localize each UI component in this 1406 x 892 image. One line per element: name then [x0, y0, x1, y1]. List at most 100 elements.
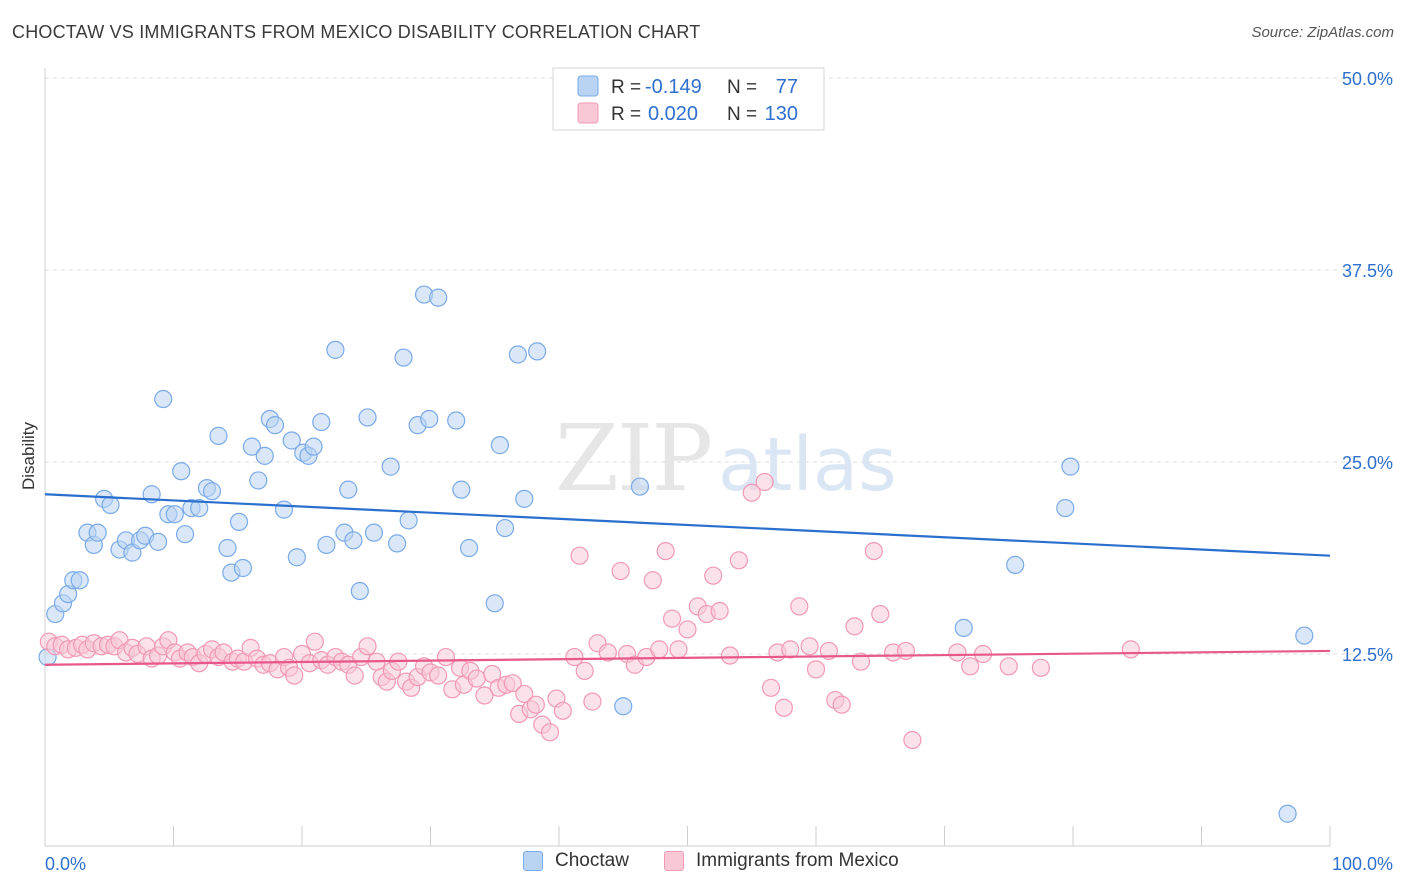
point-choctaw — [233, 558, 252, 578]
point-immigrants-from-mexico — [345, 666, 364, 685]
watermark-zip: ZIP — [555, 405, 711, 512]
point-immigrants-from-mexico — [669, 640, 688, 659]
point-choctaw — [1295, 626, 1314, 645]
point-choctaw — [339, 480, 358, 499]
point-choctaw — [255, 446, 274, 465]
point-choctaw — [282, 431, 301, 450]
point-choctaw — [420, 409, 439, 429]
point-choctaw — [209, 426, 228, 445]
point-choctaw — [249, 471, 268, 490]
point-immigrants-from-mexico — [871, 604, 890, 624]
point-immigrants-from-mexico — [845, 617, 864, 636]
point-immigrants-from-mexico — [662, 609, 682, 628]
point-choctaw — [154, 389, 173, 409]
y-tick-labels: 12.5% 25.0% 37.5% 50.0% — [1342, 69, 1393, 665]
point-immigrants-from-mexico — [467, 669, 486, 688]
point-immigrants-from-mexico — [570, 546, 589, 565]
point-choctaw — [242, 437, 261, 456]
point-choctaw — [172, 462, 191, 481]
series-choctaw — [38, 285, 1314, 823]
point-choctaw — [954, 618, 973, 637]
point-choctaw — [101, 495, 120, 515]
point-immigrants-from-mexico — [656, 541, 675, 561]
point-immigrants-from-mexico — [851, 652, 871, 671]
point-choctaw — [387, 534, 407, 553]
point-choctaw — [429, 288, 448, 307]
point-choctaw — [447, 411, 466, 430]
point-immigrants-from-mexico — [790, 597, 809, 616]
legend-n-label: N = — [727, 77, 757, 98]
point-immigrants-from-mexico — [565, 647, 584, 667]
x-tick-labels: 0.0% 100.0% — [45, 854, 1393, 874]
point-choctaw — [399, 511, 418, 530]
point-immigrants-from-mexico — [436, 647, 456, 667]
point-choctaw — [165, 505, 184, 524]
point-immigrants-from-mexico — [515, 684, 534, 704]
chart-title: CHOCTAW VS IMMIGRANTS FROM MEXICO DISABI… — [12, 22, 701, 42]
point-choctaw — [229, 512, 249, 532]
point-immigrants-from-mexico — [948, 643, 967, 662]
point-immigrants-from-mexico — [999, 657, 1018, 676]
legend-r-label: R = — [611, 77, 641, 98]
point-immigrants-from-mexico — [598, 643, 617, 662]
x-tick-label: 100.0% — [1332, 854, 1393, 874]
point-immigrants-from-mexico — [305, 632, 324, 651]
point-choctaw — [459, 538, 479, 558]
stats-legend: R = -0.149 N = 77 R = 0.020 N = 130 — [552, 67, 825, 131]
point-immigrants-from-mexico — [961, 657, 980, 676]
point-choctaw — [304, 437, 323, 456]
axes — [44, 68, 1331, 847]
point-choctaw — [508, 345, 527, 364]
point-immigrants-from-mexico — [896, 641, 916, 661]
point-choctaw — [1056, 498, 1075, 518]
point-immigrants-from-mexico — [643, 571, 662, 590]
point-immigrants-from-mexico — [429, 666, 448, 685]
point-choctaw — [381, 457, 400, 476]
point-immigrants-from-mexico — [503, 674, 522, 693]
legend-r-value: -0.149 — [645, 76, 702, 98]
trend-line-immigrants-from-mexico — [44, 649, 1331, 666]
point-choctaw — [1278, 804, 1297, 823]
point-immigrants-from-mexico — [475, 686, 494, 705]
point-choctaw — [1006, 555, 1025, 575]
point-choctaw — [287, 548, 306, 567]
point-immigrants-from-mexico — [832, 695, 851, 714]
point-choctaw — [630, 477, 650, 496]
legend-swatch-choctaw — [523, 851, 543, 871]
point-immigrants-from-mexico — [704, 566, 723, 585]
point-immigrants-from-mexico — [806, 660, 826, 679]
legend-n-label: N = — [727, 104, 757, 125]
point-choctaw — [317, 535, 336, 555]
point-choctaw — [1061, 457, 1080, 476]
point-immigrants-from-mexico — [774, 698, 793, 717]
point-choctaw — [350, 581, 369, 601]
point-immigrants-from-mexico — [553, 701, 572, 720]
legend-label-mexico: Immigrants from Mexico — [696, 850, 899, 871]
y-tick-label: 37.5% — [1342, 261, 1393, 281]
point-immigrants-from-mexico — [800, 637, 819, 656]
point-immigrants-from-mexico — [540, 723, 560, 742]
legend-swatch-choctaw — [577, 75, 599, 97]
point-immigrants-from-mexico — [903, 730, 922, 750]
point-choctaw — [485, 594, 504, 613]
point-choctaw — [148, 532, 168, 551]
x-tick-label: 0.0% — [45, 854, 86, 874]
point-choctaw — [70, 571, 89, 590]
point-immigrants-from-mexico — [755, 472, 774, 492]
point-choctaw — [515, 489, 534, 508]
legend-r-value: 0.020 — [648, 103, 698, 125]
legend-n-value: 130 — [765, 103, 798, 125]
point-immigrants-from-mexico — [678, 620, 697, 639]
point-choctaw — [88, 523, 107, 542]
point-choctaw — [175, 525, 195, 544]
point-immigrants-from-mexico — [285, 666, 304, 685]
point-immigrants-from-mexico — [710, 601, 729, 621]
point-choctaw — [190, 498, 209, 518]
point-choctaw — [326, 340, 345, 359]
point-immigrants-from-mexico — [575, 661, 594, 680]
point-choctaw — [358, 408, 377, 427]
y-tick-label: 50.0% — [1342, 69, 1393, 89]
point-choctaw — [344, 531, 363, 550]
point-choctaw — [218, 538, 237, 558]
point-choctaw — [364, 523, 384, 542]
